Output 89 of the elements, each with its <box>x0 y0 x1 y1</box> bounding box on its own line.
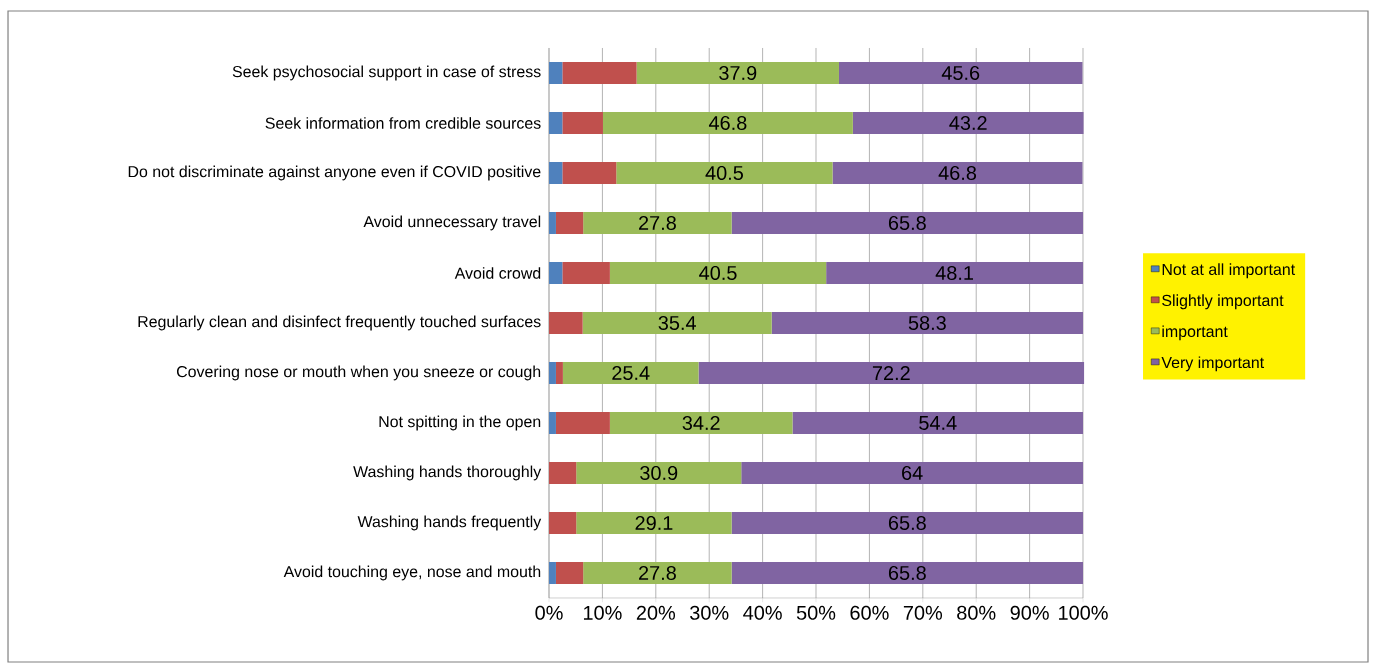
bar <box>549 561 556 584</box>
bar <box>838 61 1083 84</box>
bar <box>583 561 732 584</box>
y-tick-label: Washing hands frequently <box>357 515 542 531</box>
data-label: 65.8 <box>888 565 926 581</box>
bar <box>555 561 584 584</box>
x-tick-label: 30% <box>690 605 729 620</box>
x-tick-label: 40% <box>743 605 782 620</box>
y-tick-label: Regularly clean and disinfect frequently touched surfaces <box>138 315 541 331</box>
y-tick-label: Seek information from credible sources <box>265 117 541 129</box>
y-tick-label: Do not discriminate against anyone even if COVID positive <box>128 165 541 181</box>
data-label: 46.8 <box>708 115 747 131</box>
x-tick-label: 80% <box>957 605 996 620</box>
bar <box>731 511 1084 534</box>
bar <box>832 161 1083 184</box>
bar <box>852 111 1084 134</box>
bar <box>549 161 563 184</box>
bar <box>698 361 1085 384</box>
legend-label: Slightly important <box>1162 294 1284 310</box>
bar <box>549 261 563 284</box>
bar <box>562 361 699 384</box>
data-label: 40.5 <box>705 165 743 181</box>
data-label: 30.9 <box>640 465 678 481</box>
legend-label: Not at all important <box>1162 263 1296 279</box>
bar <box>576 461 742 484</box>
data-label: 64 <box>902 465 923 481</box>
data-label: 46.8 <box>938 165 977 181</box>
bar <box>636 61 839 84</box>
bar <box>549 411 556 434</box>
x-tick-label: 50% <box>796 605 836 620</box>
bar <box>549 111 563 134</box>
y-tick-label: Avoid unnecessary travel <box>363 215 541 231</box>
bar <box>562 261 610 284</box>
bar <box>583 211 732 234</box>
y-tick-label: Not spitting in the open <box>379 415 541 431</box>
bar <box>771 311 1084 334</box>
bar <box>555 211 584 234</box>
y-tick-label: Avoid crowd <box>454 267 541 279</box>
bar <box>562 111 603 134</box>
data-label: 35.4 <box>658 315 696 331</box>
bar <box>555 411 610 434</box>
data-label: 48.1 <box>935 265 974 281</box>
legend-label: important <box>1162 325 1228 341</box>
x-tick-label: 90% <box>1010 605 1049 620</box>
bar <box>609 411 793 434</box>
bar <box>616 161 833 184</box>
data-label: 37.9 <box>719 65 757 81</box>
x-tick-label: 20% <box>636 605 676 620</box>
bar <box>602 111 853 134</box>
bar <box>549 461 577 484</box>
x-tick-label: 60% <box>850 605 889 620</box>
bar <box>792 411 1084 434</box>
data-label: 45.6 <box>941 65 980 81</box>
bar <box>555 361 563 384</box>
data-label: 25.4 <box>612 365 650 381</box>
bar <box>731 211 1084 234</box>
bar <box>826 261 1084 284</box>
bar <box>609 261 827 284</box>
x-tick-label: 10% <box>583 605 622 620</box>
y-tick-label: Covering nose or mouth when you sneeze or cough <box>176 365 541 381</box>
data-label: 65.8 <box>888 215 926 231</box>
bar <box>582 311 772 334</box>
x-tick-label: 100% <box>1059 605 1108 620</box>
legend-label: Very important <box>1161 356 1265 372</box>
data-label: 29.1 <box>635 515 673 531</box>
y-tick-label: Washing hands thoroughly <box>353 465 542 481</box>
bar <box>576 511 732 534</box>
y-tick-label: Avoid touching eye, nose and mouth <box>283 565 541 581</box>
y-tick-label: Seek psychosocial support in case of stress <box>232 65 541 81</box>
bar <box>549 211 556 234</box>
x-tick-label: 70% <box>903 605 943 620</box>
data-label: 54.4 <box>919 416 957 430</box>
data-label: 43.2 <box>949 115 987 131</box>
data-label: 58.3 <box>908 315 946 331</box>
bar <box>549 311 583 334</box>
bar <box>549 511 577 534</box>
bar <box>549 361 556 384</box>
bar <box>562 161 617 184</box>
x-tick-label: 0% <box>535 605 563 620</box>
bar <box>562 61 637 84</box>
bar <box>731 561 1084 584</box>
data-label: 65.8 <box>888 515 926 531</box>
data-label: 27.8 <box>639 215 676 231</box>
data-label: 27.8 <box>639 565 676 581</box>
bar <box>549 61 563 84</box>
bar <box>741 461 1084 484</box>
data-label: 34.2 <box>682 415 720 431</box>
data-label: 72.2 <box>872 366 910 380</box>
data-label: 40.5 <box>699 265 737 281</box>
